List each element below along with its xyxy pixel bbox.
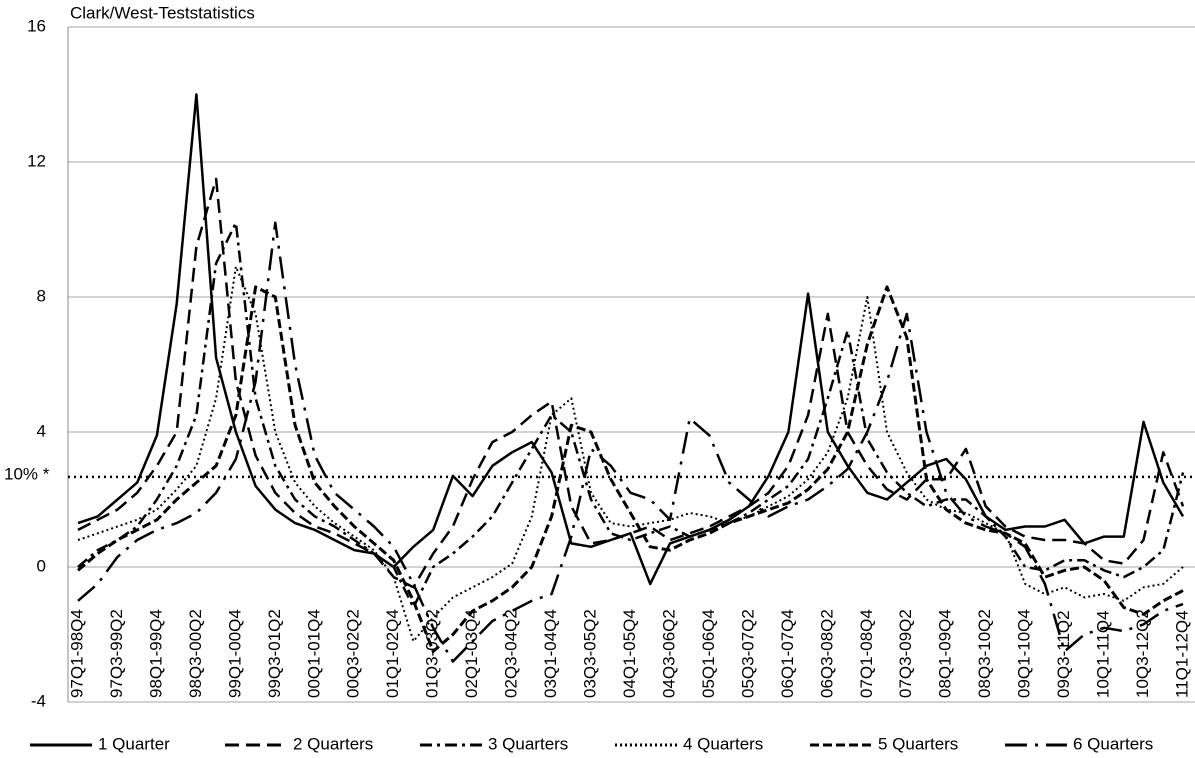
reference-label: 10% * [4, 464, 50, 483]
x-tick-label: 02Q3-04Q2 [502, 609, 521, 698]
x-tick-label: 98Q1-99Q4 [146, 609, 165, 698]
series-line [77, 177, 1185, 589]
x-tick-label: 02Q1-03Q4 [462, 609, 481, 698]
x-tick-label: 10Q3-12Q2 [1133, 609, 1152, 698]
y-tick-label: 4 [37, 421, 46, 440]
x-tick-label: 08Q3-10Q2 [975, 609, 994, 698]
y-axis-label: Clark/West-Teststatistics [70, 3, 255, 22]
x-tick-label: 99Q3-01Q2 [265, 609, 284, 698]
series-line [77, 221, 1185, 609]
legend-label: 1 Quarter [98, 734, 170, 753]
x-tick-label: 04Q1-05Q4 [620, 609, 639, 698]
x-tick-label: 06Q1-07Q4 [778, 609, 797, 698]
y-tick-label: 12 [27, 151, 46, 170]
x-tick-label: 01Q3-03Q2 [423, 609, 442, 698]
x-tick-label: 04Q3-06Q2 [659, 609, 678, 698]
y-tick-label: 16 [27, 16, 46, 35]
legend-label: 4 Quarters [683, 734, 763, 753]
x-tick-label: 97Q3-99Q2 [107, 609, 126, 698]
legend-label: 6 Quarters [1073, 734, 1153, 753]
x-tick-label: 99Q1-00Q4 [225, 609, 244, 698]
series-line [77, 93, 1185, 586]
legend-label: 2 Quarters [293, 734, 373, 753]
x-tick-label: 98Q3-00Q2 [186, 609, 205, 698]
x-tick-label: 05Q3-07Q2 [738, 609, 757, 698]
x-tick-label: 11Q1-12Q4 [1172, 610, 1191, 698]
y-tick-label: -4 [31, 691, 46, 710]
series-line [77, 221, 1184, 663]
legend-label: 5 Quarters [878, 734, 958, 753]
x-tick-label: 03Q1-04Q4 [541, 609, 560, 698]
x-tick-label: 01Q1-02Q4 [383, 609, 402, 698]
x-tick-label: 03Q3-05Q2 [581, 609, 600, 698]
x-tick-label: 00Q1-01Q4 [304, 609, 323, 698]
x-tick-label: 07Q3-09Q2 [896, 609, 915, 698]
x-tick-label: 97Q1-98Q4 [67, 609, 86, 698]
y-tick-label: 8 [37, 286, 46, 305]
x-tick-label: 10Q1-11Q4 [1094, 610, 1113, 698]
x-tick-label: 08Q1-09Q4 [936, 609, 955, 698]
x-tick-label: 05Q1-06Q4 [699, 609, 718, 698]
y-tick-label: 0 [37, 556, 46, 575]
x-tick-label: 00Q3-02Q2 [344, 609, 363, 698]
x-tick-label: 06Q3-08Q2 [817, 609, 836, 698]
x-tick-label: 07Q1-08Q4 [857, 609, 876, 698]
x-tick-label: 09Q1-10Q4 [1015, 609, 1034, 698]
legend-label: 3 Quarters [488, 734, 568, 753]
series-line [77, 285, 1184, 653]
